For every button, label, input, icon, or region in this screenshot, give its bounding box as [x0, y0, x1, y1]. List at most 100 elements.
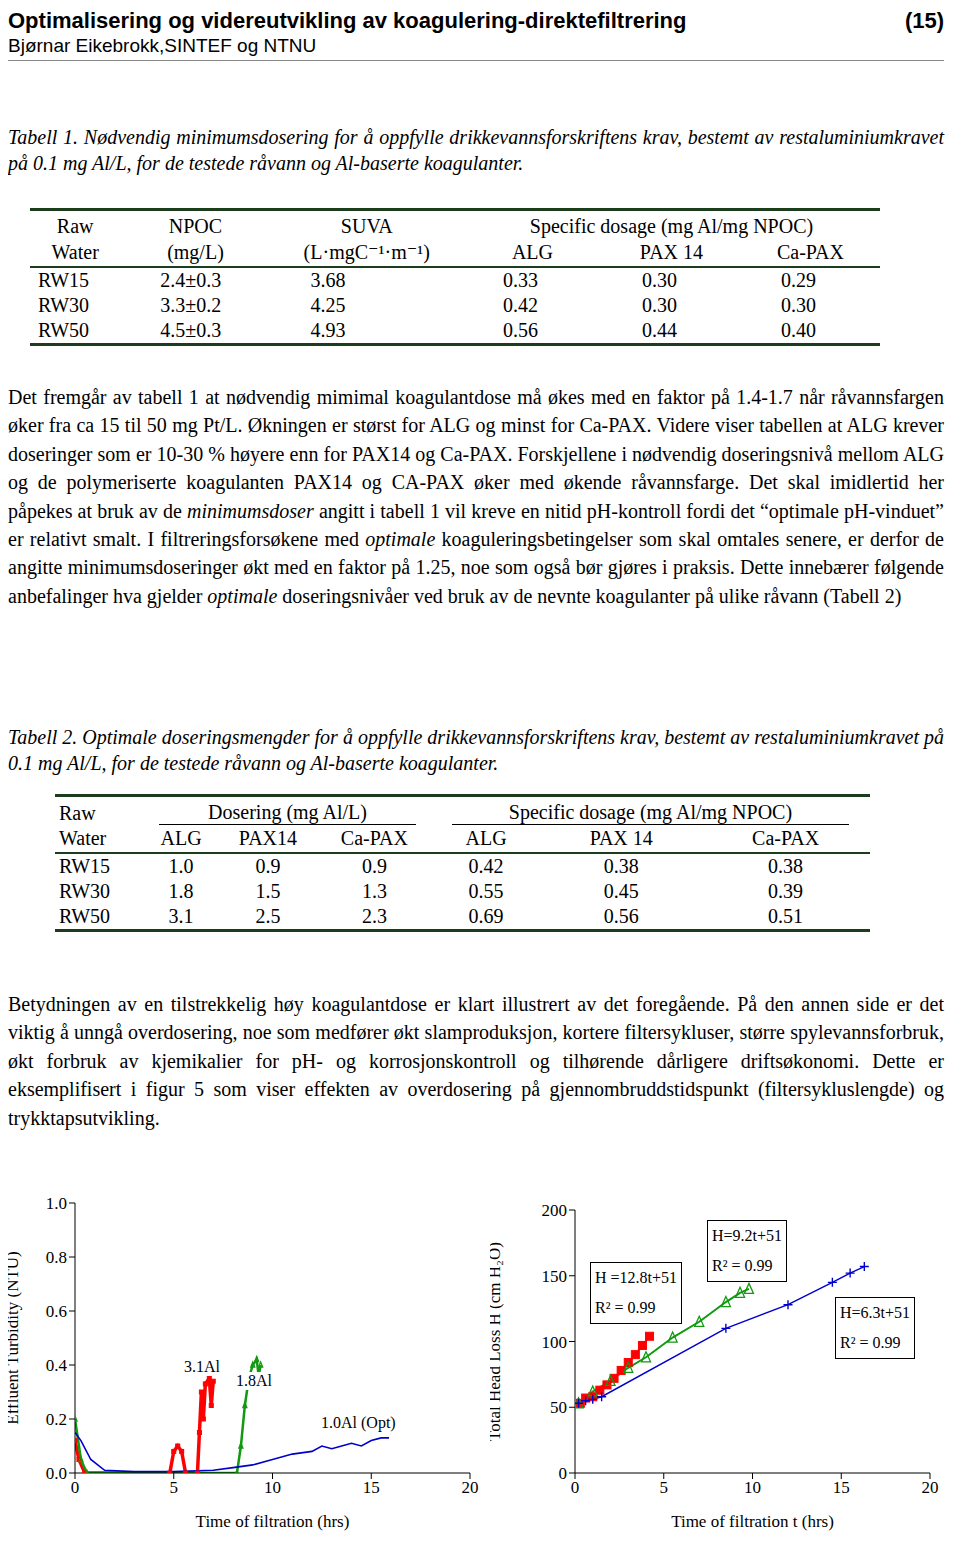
html-text:0.40: 0.40 [780, 319, 816, 341]
html-text:RW15: RW15 [59, 855, 111, 877]
html-text:0.51: 0.51 [768, 905, 804, 927]
html-text:0.69: 0.69 [468, 905, 504, 927]
html-text:Dosering (mg Al/L): Dosering (mg Al/L) [208, 801, 367, 823]
html-text:PAX14: PAX14 [238, 827, 297, 849]
svg-text:5: 5 [170, 1478, 179, 1497]
html-text:Ca-PAX: Ca-PAX [776, 240, 844, 263]
svg-text:0.8: 0.8 [46, 1248, 67, 1267]
html-text:0.55: 0.55 [468, 880, 504, 902]
html-text:0.30: 0.30 [642, 269, 677, 291]
html-text:1.3: 1.3 [361, 880, 387, 902]
html-text:Tabell 1. Nødvendig minimumsdo: Tabell 1. Nødvendig minimumsdosering for… [8, 126, 944, 174]
html-text:R² = 0.99: R² = 0.99 [595, 1299, 656, 1316]
html-text:0.9: 0.9 [361, 855, 387, 877]
svg-text:Total Head Loss H (cm H₂O): Total Head Loss H (cm H₂O) [490, 1242, 504, 1441]
html-text:ALG: ALG [511, 240, 553, 263]
html-text:2.3: 2.3 [361, 905, 387, 927]
html-text:R² = 0.99: R² = 0.99 [712, 1257, 773, 1274]
html-text:0.42: 0.42 [468, 855, 504, 877]
html-text:Ca-PAX: Ca-PAX [340, 827, 408, 849]
svg-text:15: 15 [363, 1478, 380, 1497]
html-text:0.9: 0.9 [255, 855, 281, 877]
html-text:0.42: 0.42 [503, 294, 538, 316]
html-text:0.56: 0.56 [503, 319, 538, 341]
html-text:2.4±0.3: 2.4±0.3 [160, 269, 222, 291]
html-text:0.38: 0.38 [603, 855, 639, 877]
svg-text:0: 0 [71, 1478, 80, 1497]
html-text:Betydningen av en tilstrekkeli: Betydningen av en tilstrekkelig høy koag… [8, 993, 944, 1129]
html-text:H=9.2t+51: H=9.2t+51 [712, 1227, 782, 1244]
svg-text:100: 100 [542, 1333, 568, 1352]
html-text:0.45: 0.45 [603, 880, 639, 902]
svg-text:20: 20 [462, 1478, 479, 1497]
html-text:(15): (15) [904, 8, 944, 33]
html-text:1.0: 1.0 [168, 855, 194, 877]
svg-text:50: 50 [550, 1398, 567, 1417]
html-text:Tabell 2. Optimale doseringsme: Tabell 2. Optimale doseringsmengder for … [8, 726, 944, 774]
svg-text:5: 5 [660, 1478, 669, 1497]
html-text:Det fremgår av tabell 1 at nød: Det fremgår av tabell 1 at nødvendig mim… [8, 386, 944, 607]
html-text:RW15: RW15 [38, 269, 90, 291]
html-text:H =12.8t+51: H =12.8t+51 [595, 1269, 677, 1286]
svg-text:15: 15 [833, 1478, 850, 1497]
html-text:H=6.3t+51: H=6.3t+51 [840, 1304, 910, 1321]
html-text:Specific dosage (mg Al/mg NPOC: Specific dosage (mg Al/mg NPOC) [508, 801, 793, 823]
html-text:1.8Al: 1.8Al [236, 1372, 272, 1389]
html-text:1.5: 1.5 [255, 880, 281, 902]
svg-text:20: 20 [922, 1478, 939, 1497]
svg-text:200: 200 [542, 1201, 568, 1220]
html-text:1.0Al (Opt): 1.0Al (Opt) [321, 1414, 396, 1431]
svg-text:Time of filtration t (hrs): Time of filtration t (hrs) [671, 1512, 834, 1531]
html-text:PAX 14: PAX 14 [589, 827, 653, 849]
html-text:Ca-PAX: Ca-PAX [752, 827, 820, 849]
html-text:SUVA: SUVA [340, 215, 393, 237]
html-text:4.93: 4.93 [310, 319, 346, 341]
html-text:PAX 14: PAX 14 [639, 240, 703, 263]
html-text:Bjørnar Eikebrokk,SINTEF og NT: Bjørnar Eikebrokk,SINTEF og NTNU [8, 35, 317, 56]
html-text:RW30: RW30 [38, 294, 90, 316]
svg-text:150: 150 [542, 1267, 568, 1286]
svg-text:Time of filtration (hrs): Time of filtration (hrs) [196, 1512, 350, 1531]
html-text:NPOC: NPOC [168, 215, 223, 237]
html-text:Water: Water [51, 240, 99, 263]
html-text:RW30: RW30 [59, 880, 111, 902]
html-text:0.30: 0.30 [780, 294, 816, 316]
svg-text:0.4: 0.4 [46, 1356, 68, 1375]
html-text:Optimalisering og videreutvikl: Optimalisering og videreutvikling av koa… [8, 8, 687, 33]
html-text:0.44: 0.44 [642, 319, 677, 341]
svg-text:0: 0 [559, 1464, 568, 1483]
html-text:4.25: 4.25 [310, 294, 346, 316]
html-text:ALG: ALG [160, 827, 202, 849]
html-text:(mg/L): (mg/L) [167, 240, 224, 263]
html-text:1.8: 1.8 [168, 880, 194, 902]
html-text:0.39: 0.39 [768, 880, 804, 902]
html-text:ALG: ALG [465, 827, 507, 849]
html-text:0.38: 0.38 [768, 855, 804, 877]
svg-text:0.6: 0.6 [46, 1302, 67, 1321]
svg-text:Effluent Turbidity (NTU): Effluent Turbidity (NTU) [8, 1251, 22, 1424]
html-text:0.29: 0.29 [780, 269, 816, 291]
html-text:Raw: Raw [59, 801, 96, 824]
html-text:0.56: 0.56 [603, 905, 639, 927]
svg-text:10: 10 [744, 1478, 761, 1497]
html-text:RW50: RW50 [38, 319, 90, 341]
html-text:0.30: 0.30 [642, 294, 677, 316]
html-text:RW50: RW50 [59, 905, 111, 927]
html-text:Specific dosage (mg Al/mg NPOC: Specific dosage (mg Al/mg NPOC) [529, 215, 814, 237]
html-text:3.3±0.2: 3.3±0.2 [160, 294, 222, 316]
html-text:Water: Water [59, 827, 107, 849]
html-text:0.33: 0.33 [503, 269, 538, 291]
svg-text:1.0: 1.0 [46, 1194, 67, 1213]
html-text:3.1Al: 3.1Al [184, 1358, 220, 1375]
html-text:2.5: 2.5 [255, 905, 281, 927]
svg-text:0: 0 [571, 1478, 580, 1497]
svg-text:0.0: 0.0 [46, 1464, 67, 1483]
html-text:R² = 0.99: R² = 0.99 [840, 1334, 901, 1351]
html-text:3.68: 3.68 [310, 269, 346, 291]
html-text:4.5±0.3: 4.5±0.3 [160, 319, 222, 341]
svg-text:10: 10 [264, 1478, 281, 1497]
html-text:Raw: Raw [56, 215, 94, 237]
html-text:(L·mgC⁻¹·m⁻¹): (L·mgC⁻¹·m⁻¹) [303, 241, 430, 263]
html-text:3.1: 3.1 [168, 905, 194, 927]
svg-text:0.2: 0.2 [46, 1410, 67, 1429]
